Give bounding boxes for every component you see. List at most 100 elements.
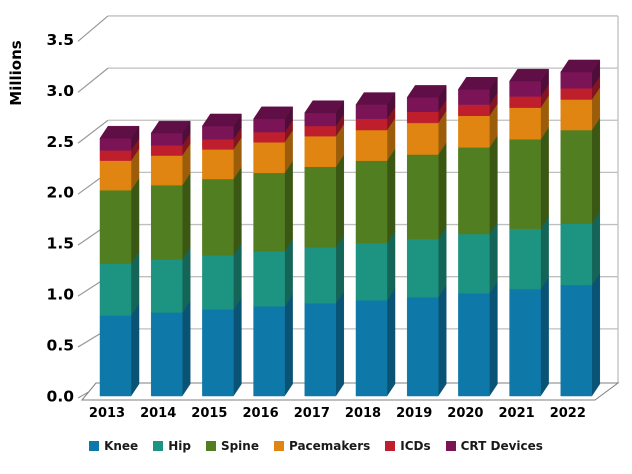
legend-label-crt-devices: CRT Devices (460, 439, 543, 453)
bar-top-crt-devices-2020 (457, 77, 498, 90)
bar-segment-icds-2018 (355, 118, 388, 131)
bar-segment-knee-2017 (304, 303, 337, 397)
x-axis-label-2018: 2018 (345, 406, 381, 421)
bar-side-knee-2022 (591, 272, 601, 397)
bar-segment-icds-2013 (99, 150, 132, 161)
bar-top-crt-devices-2017 (304, 100, 345, 113)
bar-top-crt-devices-2022 (560, 59, 601, 73)
bar-side-knee-2014 (181, 299, 191, 397)
bar-side-knee-2013 (130, 302, 140, 397)
bar-top-crt-devices-2018 (355, 92, 396, 105)
bar-segment-pacemakers-2018 (355, 129, 388, 161)
bar-segment-crt-devices-2016 (253, 118, 285, 133)
bar-side-knee-2018 (386, 287, 396, 397)
x-axis-label-2017: 2017 (294, 406, 330, 421)
bar-top-crt-devices-2021 (509, 68, 550, 82)
legend-swatch-icds (385, 441, 396, 451)
bar-side-spine-2019 (437, 141, 447, 240)
bar-segment-spine-2022 (560, 129, 593, 225)
bar-side-knee-2015 (233, 296, 242, 397)
y-axis-label-0.0: 0.0 (47, 388, 75, 406)
bar-segment-crt-devices-2015 (202, 125, 234, 140)
bar-segment-crt-devices-2018 (355, 104, 388, 120)
bar-segment-knee-2013 (99, 315, 132, 397)
bar-segment-spine-2016 (253, 172, 285, 252)
chart-legend: Knee Hip Spine Pacemakers ICDs CRT Devices (0, 439, 632, 453)
y-axis-label-1.0: 1.0 (47, 286, 75, 304)
bar-segment-spine-2021 (509, 138, 541, 230)
bar-segment-crt-devices-2014 (150, 132, 183, 146)
bar-segment-crt-devices-2019 (406, 97, 439, 112)
bar-segment-spine-2015 (202, 178, 234, 256)
bar-segment-crt-devices-2020 (458, 89, 490, 105)
y-axis-title: Millions (7, 40, 25, 106)
bar-segment-knee-2018 (355, 299, 388, 397)
bar-side-hip-2022 (591, 210, 601, 286)
bar-top-crt-devices-2015 (201, 113, 242, 127)
bar-segment-icds-2020 (458, 104, 490, 117)
bar-segment-icds-2019 (406, 111, 439, 124)
bar-segment-icds-2017 (304, 125, 337, 137)
y-tick-2.5 (77, 119, 109, 144)
bar-segment-crt-devices-2022 (560, 71, 593, 89)
bar-segment-pacemakers-2013 (99, 160, 132, 191)
legend-label-icds: ICDs (400, 439, 431, 453)
bar-side-knee-2021 (540, 276, 549, 397)
bar-segment-crt-devices-2021 (509, 80, 541, 97)
bar-segment-pacemakers-2021 (509, 107, 541, 140)
bar-top-crt-devices-2016 (253, 106, 294, 120)
bar-segment-hip-2018 (355, 242, 388, 301)
bar-side-spine-2022 (591, 117, 601, 225)
x-axis-label-2021: 2021 (499, 406, 535, 421)
bar-segment-pacemakers-2015 (202, 149, 234, 180)
bar-segment-hip-2014 (150, 259, 183, 313)
x-axis-label-2020: 2020 (447, 406, 483, 421)
bar-segment-crt-devices-2017 (304, 112, 337, 127)
bar-top-crt-devices-2013 (99, 125, 140, 139)
bar-segment-icds-2015 (202, 138, 234, 150)
bar-side-spine-2018 (386, 147, 396, 244)
legend-swatch-knee (89, 441, 100, 451)
bar-segment-spine-2013 (99, 189, 132, 264)
bar-side-spine-2017 (335, 153, 345, 249)
bar-side-spine-2016 (284, 160, 293, 253)
bar-segment-crt-devices-2013 (99, 137, 132, 151)
bar-segment-pacemakers-2017 (304, 135, 337, 167)
x-axis-label-2016: 2016 (243, 406, 279, 421)
bar-segment-hip-2016 (253, 251, 285, 307)
bar-side-spine-2021 (540, 126, 549, 230)
y-axis-label-2.5: 2.5 (47, 133, 74, 151)
legend-label-spine: Spine (220, 439, 259, 453)
bar-segment-hip-2015 (202, 255, 234, 310)
bar-segment-knee-2014 (150, 312, 183, 397)
bar-segment-spine-2018 (355, 160, 388, 244)
bar-segment-spine-2014 (150, 184, 183, 260)
legend-item-hip: Hip (153, 439, 191, 453)
bar-segment-hip-2013 (99, 263, 132, 316)
bar-segment-knee-2015 (202, 309, 234, 397)
bar-segment-pacemakers-2022 (560, 99, 593, 131)
y-axis-label-3.0: 3.0 (47, 82, 75, 100)
x-axis-label-2013: 2013 (89, 406, 125, 421)
bar-segment-knee-2022 (560, 284, 593, 397)
legend-item-icds: ICDs (385, 439, 431, 453)
bar-segment-pacemakers-2020 (458, 115, 490, 148)
bar-side-spine-2020 (489, 134, 498, 235)
x-axis-label-2019: 2019 (396, 406, 432, 421)
bar-side-spine-2013 (130, 177, 140, 265)
bar-segment-spine-2019 (406, 154, 439, 240)
bar-side-hip-2020 (489, 221, 498, 294)
bar-top-crt-devices-2014 (150, 120, 191, 134)
bar-segment-pacemakers-2014 (150, 155, 183, 186)
bar-segment-pacemakers-2016 (253, 142, 285, 174)
bar-segment-knee-2019 (406, 296, 439, 397)
x-axis-label-2022: 2022 (550, 406, 586, 421)
legend-swatch-hip (153, 441, 164, 451)
bar-side-knee-2016 (284, 293, 293, 397)
legend-label-hip: Hip (168, 439, 191, 453)
bar-segment-knee-2021 (509, 288, 541, 397)
y-axis-label-0.5: 0.5 (47, 337, 74, 355)
legend-item-crt-devices: CRT Devices (445, 439, 543, 453)
